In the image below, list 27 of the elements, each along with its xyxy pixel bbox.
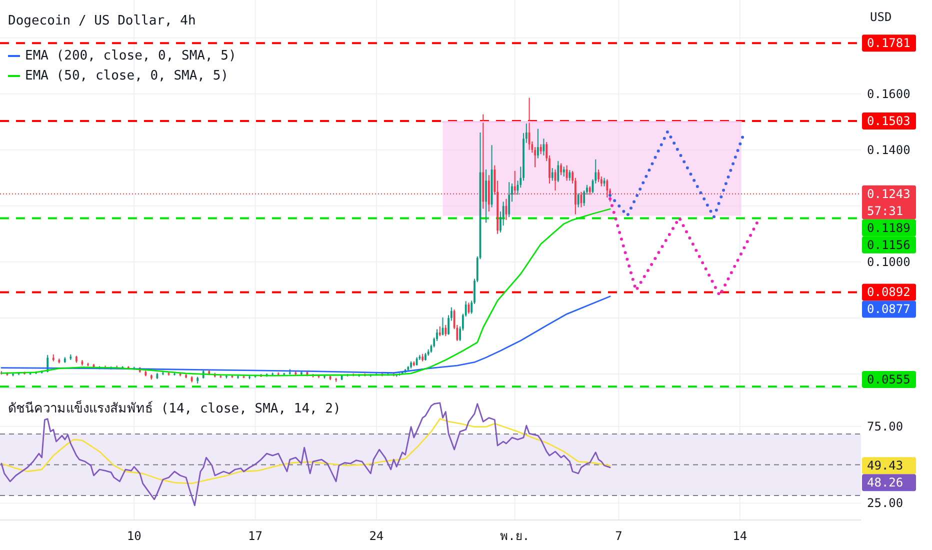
y-tick-label: 25.00 [867,496,904,510]
y-tick-label: 0.1000 [867,254,910,269]
x-tick-label: 24 [369,529,384,543]
x-tick-label: 14 [732,529,748,543]
x-tick-label: 7 [615,529,622,543]
y-tick-label: 75.00 [867,419,904,434]
ref-line-label: 0.0555 [867,372,910,386]
ref-line-label: 0.1781 [867,36,910,50]
ref-line-label: 0.1156 [867,238,910,252]
y-tick-label: 0.1400 [867,142,910,157]
text: 49.43 [867,458,904,473]
x-tick-label: พ.ย. [500,529,530,543]
y-axis-title: USD [870,10,892,24]
ref-line-label: 0.0892 [867,285,910,300]
text: 48.26 [867,476,904,490]
legend-label: EMA (200, close, 0, SMA, 5) [25,48,236,64]
x-tick-label: 10 [126,529,142,543]
ref-line-label: 0.1503 [867,114,910,128]
y-tick-label: 0.1600 [867,86,910,101]
text: 57:31 [867,204,904,218]
text: 0.0877 [867,302,910,316]
text: ดัชนีความแข็งแรงสัมพัทธ์ (14, close, SMA, 14, 2) [8,398,341,416]
text: 0.1189 [867,220,910,235]
ref-line-label: 0.1243 [867,186,910,201]
legend-label: EMA (50, close, 0, SMA, 5) [25,68,228,84]
text: Dogecoin / US Dollar, 4h [8,14,196,28]
x-tick-label: 17 [248,529,262,543]
